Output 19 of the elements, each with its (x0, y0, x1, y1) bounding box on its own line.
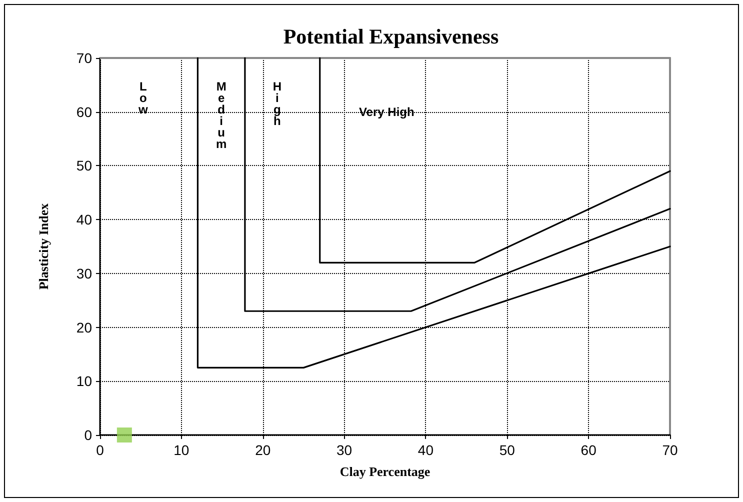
y-tick-label: 40 (76, 212, 92, 228)
y-axis-title: Plasticity Index (36, 202, 51, 290)
x-tick-label: 50 (499, 442, 516, 458)
chart-title: Potential Expansiveness (283, 24, 499, 48)
x-tick-label: 10 (174, 442, 190, 458)
y-tick-label: 70 (76, 50, 92, 66)
x-tick-label: 40 (418, 442, 434, 458)
y-tick-label: 50 (76, 158, 92, 174)
x-axis-title: Clay Percentage (340, 464, 430, 479)
y-tick-label: 30 (76, 265, 92, 282)
x-tick-label: 30 (336, 442, 352, 458)
y-tick-label: 10 (76, 373, 92, 390)
x-tick-label: 60 (580, 442, 597, 458)
x-tick-label: 70 (662, 442, 678, 458)
y-tick-label: 20 (76, 319, 92, 336)
x-tick-label: 0 (96, 442, 104, 458)
y-tick-label: 60 (76, 104, 92, 120)
x-tick-label: 20 (255, 442, 271, 458)
y-tick-label: 0 (84, 427, 92, 443)
